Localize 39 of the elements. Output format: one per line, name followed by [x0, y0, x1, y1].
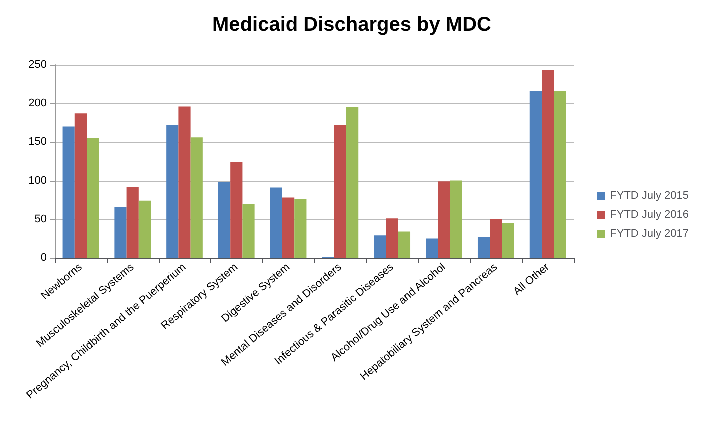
y-tick-label: 250 — [28, 59, 47, 71]
y-tick-label: 50 — [34, 213, 47, 226]
bar — [398, 232, 411, 258]
bar — [554, 91, 566, 258]
bar — [62, 126, 75, 258]
bar — [438, 182, 450, 258]
bar — [190, 138, 203, 258]
bar — [138, 200, 152, 258]
bar — [386, 218, 398, 258]
bar — [114, 207, 127, 258]
y-tick-label: 150 — [28, 136, 47, 148]
bar — [530, 91, 542, 258]
bar — [166, 125, 179, 258]
bar — [270, 188, 282, 258]
bar — [374, 236, 386, 258]
bar — [282, 198, 295, 258]
bar — [426, 238, 438, 258]
bar — [218, 182, 231, 258]
y-tick-label: 0 — [40, 252, 47, 264]
chart-title: Medicaid Discharges by MDC — [212, 14, 492, 36]
bar — [542, 70, 554, 258]
bar — [294, 199, 307, 258]
legend-label: FYTD July 2016 — [610, 209, 690, 221]
bar — [478, 237, 490, 258]
bar — [502, 223, 514, 258]
legend-label: FYTD July 2015 — [610, 190, 690, 202]
bar — [334, 125, 347, 258]
legend-label: FYTD July 2017 — [610, 228, 690, 240]
bar — [230, 162, 243, 258]
y-tick-label: 100 — [28, 174, 47, 187]
bar — [346, 107, 359, 258]
bar — [178, 106, 191, 258]
bar — [450, 180, 462, 258]
y-tick-label: 200 — [28, 98, 47, 110]
bar — [74, 114, 88, 258]
bar — [126, 186, 139, 258]
bar — [490, 219, 502, 258]
bar — [242, 204, 255, 258]
bar — [87, 138, 100, 258]
